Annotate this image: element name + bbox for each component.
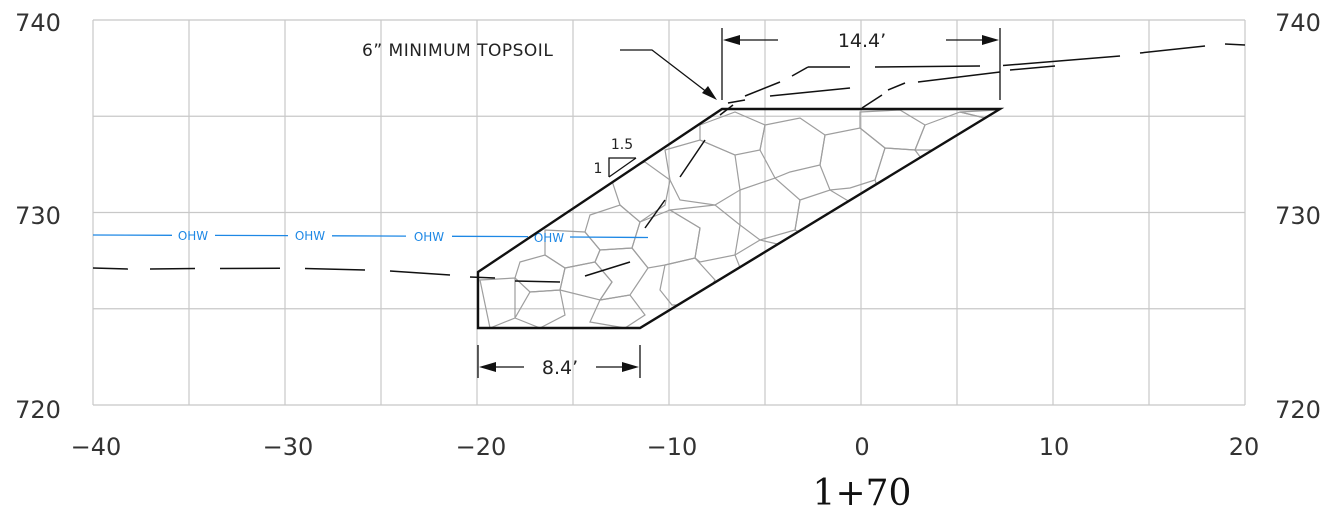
grid xyxy=(92,19,1246,406)
ohw-label: OHW xyxy=(534,231,564,245)
top-width-label: 14.4’ xyxy=(838,30,886,52)
slope-indicator: 1.5 1 xyxy=(594,137,637,178)
y-tick-label: 730 xyxy=(15,202,61,230)
station-label: 1+70 xyxy=(813,473,912,514)
y-tick-label: 730 xyxy=(1275,202,1321,230)
top-width-dimension xyxy=(721,28,1001,100)
bottom-width-label: 8.4’ xyxy=(542,357,578,379)
x-tick-label: 20 xyxy=(1229,433,1260,461)
slope-horizontal-label: 1.5 xyxy=(611,137,633,153)
x-tick-label: −40 xyxy=(71,433,122,461)
x-tick-label: 0 xyxy=(854,433,869,461)
x-tick-label: −10 xyxy=(647,433,698,461)
x-tick-label: −20 xyxy=(456,433,507,461)
y-tick-label: 720 xyxy=(1275,396,1321,424)
x-tick-labels: −40 −30 −20 −10 0 10 20 xyxy=(71,433,1260,461)
ohw-label: OHW xyxy=(414,230,444,244)
riprap-section-outline xyxy=(476,107,1005,330)
x-tick-label: 10 xyxy=(1039,433,1070,461)
riprap-rock-pattern xyxy=(479,109,999,328)
topsoil-note: 6” MINIMUM TOPSOIL xyxy=(362,41,553,61)
y-tick-labels-left: 740 730 720 xyxy=(15,9,61,424)
y-tick-label: 740 xyxy=(15,9,61,37)
bottom-width-dimension xyxy=(477,345,641,378)
proposed-surface-line xyxy=(727,65,1056,109)
slope-vertical-label: 1 xyxy=(594,161,603,177)
ohw-line xyxy=(92,234,649,239)
y-tick-labels-right: 740 730 720 xyxy=(1275,9,1321,424)
ohw-labels: OHW OHW OHW OHW xyxy=(178,229,564,245)
y-tick-label: 720 xyxy=(15,396,61,424)
ohw-label: OHW xyxy=(295,229,325,243)
topsoil-leader xyxy=(620,49,717,100)
ohw-label: OHW xyxy=(178,229,208,243)
x-tick-label: −30 xyxy=(263,433,314,461)
y-tick-label: 740 xyxy=(1275,9,1321,37)
